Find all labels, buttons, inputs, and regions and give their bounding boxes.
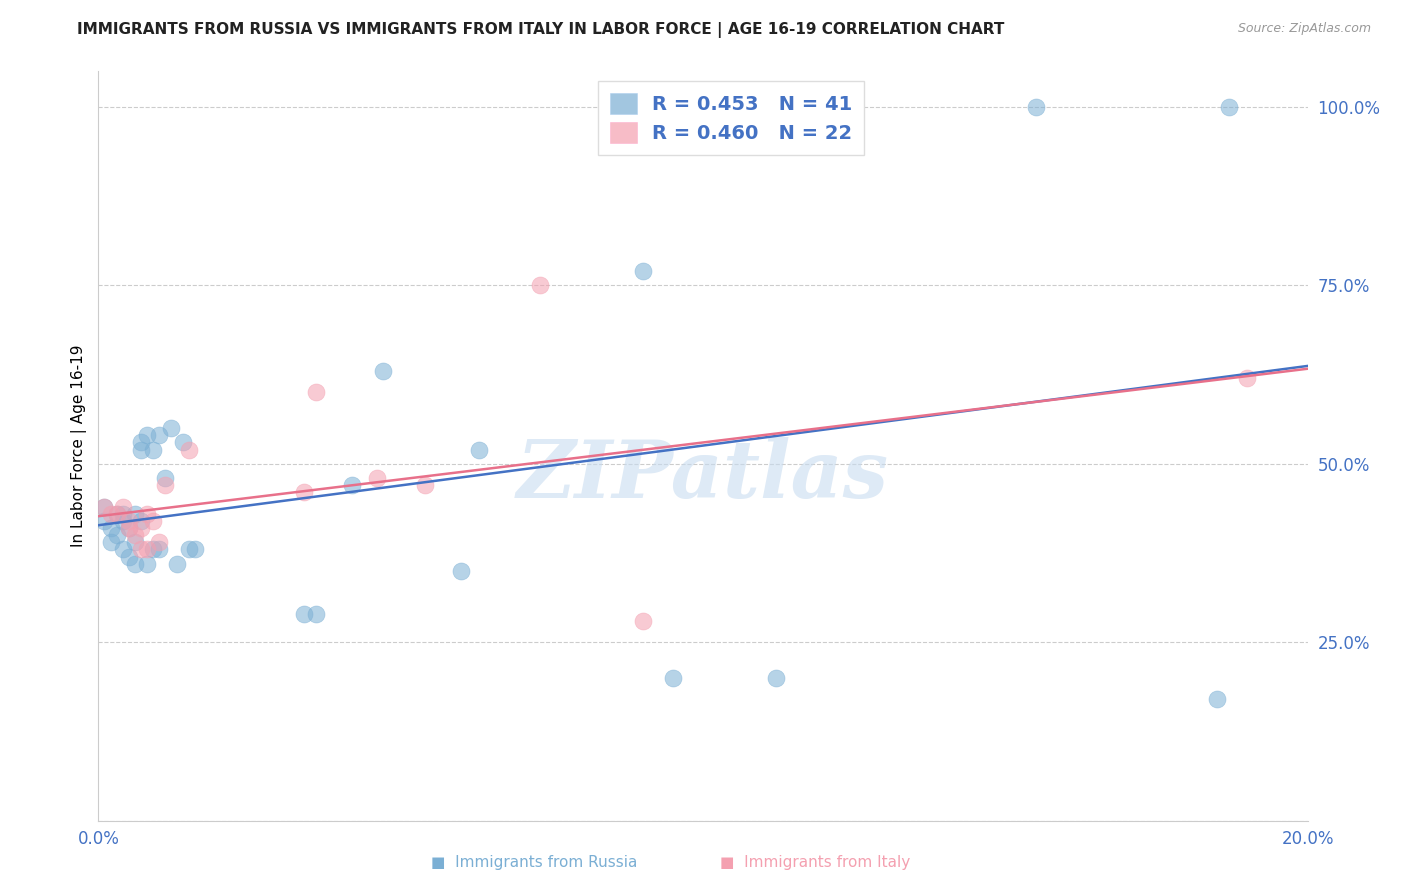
Point <box>118 549 141 564</box>
Point <box>450 564 472 578</box>
Point <box>93 500 115 514</box>
Point <box>93 514 115 528</box>
Point <box>179 542 201 557</box>
Point <box>142 514 165 528</box>
Point <box>105 507 128 521</box>
Point <box>1218 100 1240 114</box>
Point <box>366 471 388 485</box>
Point <box>118 521 141 535</box>
Point <box>135 507 157 521</box>
Point <box>160 421 183 435</box>
Point <box>93 500 115 514</box>
Point <box>468 442 491 457</box>
Point <box>166 557 188 571</box>
Point <box>631 264 654 278</box>
Point <box>129 514 152 528</box>
Point <box>111 514 134 528</box>
Point <box>413 478 436 492</box>
Point <box>124 507 146 521</box>
Point <box>153 471 176 485</box>
Point <box>129 435 152 450</box>
Point <box>765 671 787 685</box>
Point <box>153 478 176 492</box>
Y-axis label: In Labor Force | Age 16-19: In Labor Force | Age 16-19 <box>72 344 87 548</box>
Point <box>100 521 122 535</box>
Point <box>135 557 157 571</box>
Point <box>1236 371 1258 385</box>
Point <box>129 542 152 557</box>
Point <box>124 535 146 549</box>
Point <box>135 428 157 442</box>
Point <box>371 364 394 378</box>
Point <box>184 542 207 557</box>
Point <box>118 521 141 535</box>
Point <box>100 535 122 549</box>
Point <box>179 442 201 457</box>
Point <box>111 500 134 514</box>
Text: Source: ZipAtlas.com: Source: ZipAtlas.com <box>1237 22 1371 36</box>
Text: ZIPatlas: ZIPatlas <box>517 437 889 515</box>
Point <box>148 428 170 442</box>
Point <box>111 507 134 521</box>
Point <box>148 535 170 549</box>
Point <box>172 435 194 450</box>
Point <box>342 478 364 492</box>
Point <box>292 607 315 621</box>
Point <box>305 607 328 621</box>
Point <box>148 542 170 557</box>
Point <box>292 485 315 500</box>
Point <box>1024 100 1046 114</box>
Point <box>129 521 152 535</box>
Point <box>105 507 128 521</box>
Point <box>1206 692 1229 706</box>
Legend: R = 0.453   N = 41, R = 0.460   N = 22: R = 0.453 N = 41, R = 0.460 N = 22 <box>598 81 865 154</box>
Point <box>529 278 551 293</box>
Point <box>118 514 141 528</box>
Point <box>661 671 683 685</box>
Text: ■  Immigrants from Italy: ■ Immigrants from Italy <box>720 855 911 870</box>
Point <box>129 442 152 457</box>
Point <box>105 528 128 542</box>
Point <box>100 507 122 521</box>
Point <box>305 385 328 400</box>
Text: ■  Immigrants from Russia: ■ Immigrants from Russia <box>432 855 637 870</box>
Point <box>124 557 146 571</box>
Text: IMMIGRANTS FROM RUSSIA VS IMMIGRANTS FROM ITALY IN LABOR FORCE | AGE 16-19 CORRE: IMMIGRANTS FROM RUSSIA VS IMMIGRANTS FRO… <box>77 22 1005 38</box>
Point <box>124 528 146 542</box>
Point <box>142 542 165 557</box>
Point <box>135 542 157 557</box>
Point <box>631 614 654 628</box>
Point <box>142 442 165 457</box>
Point <box>111 542 134 557</box>
